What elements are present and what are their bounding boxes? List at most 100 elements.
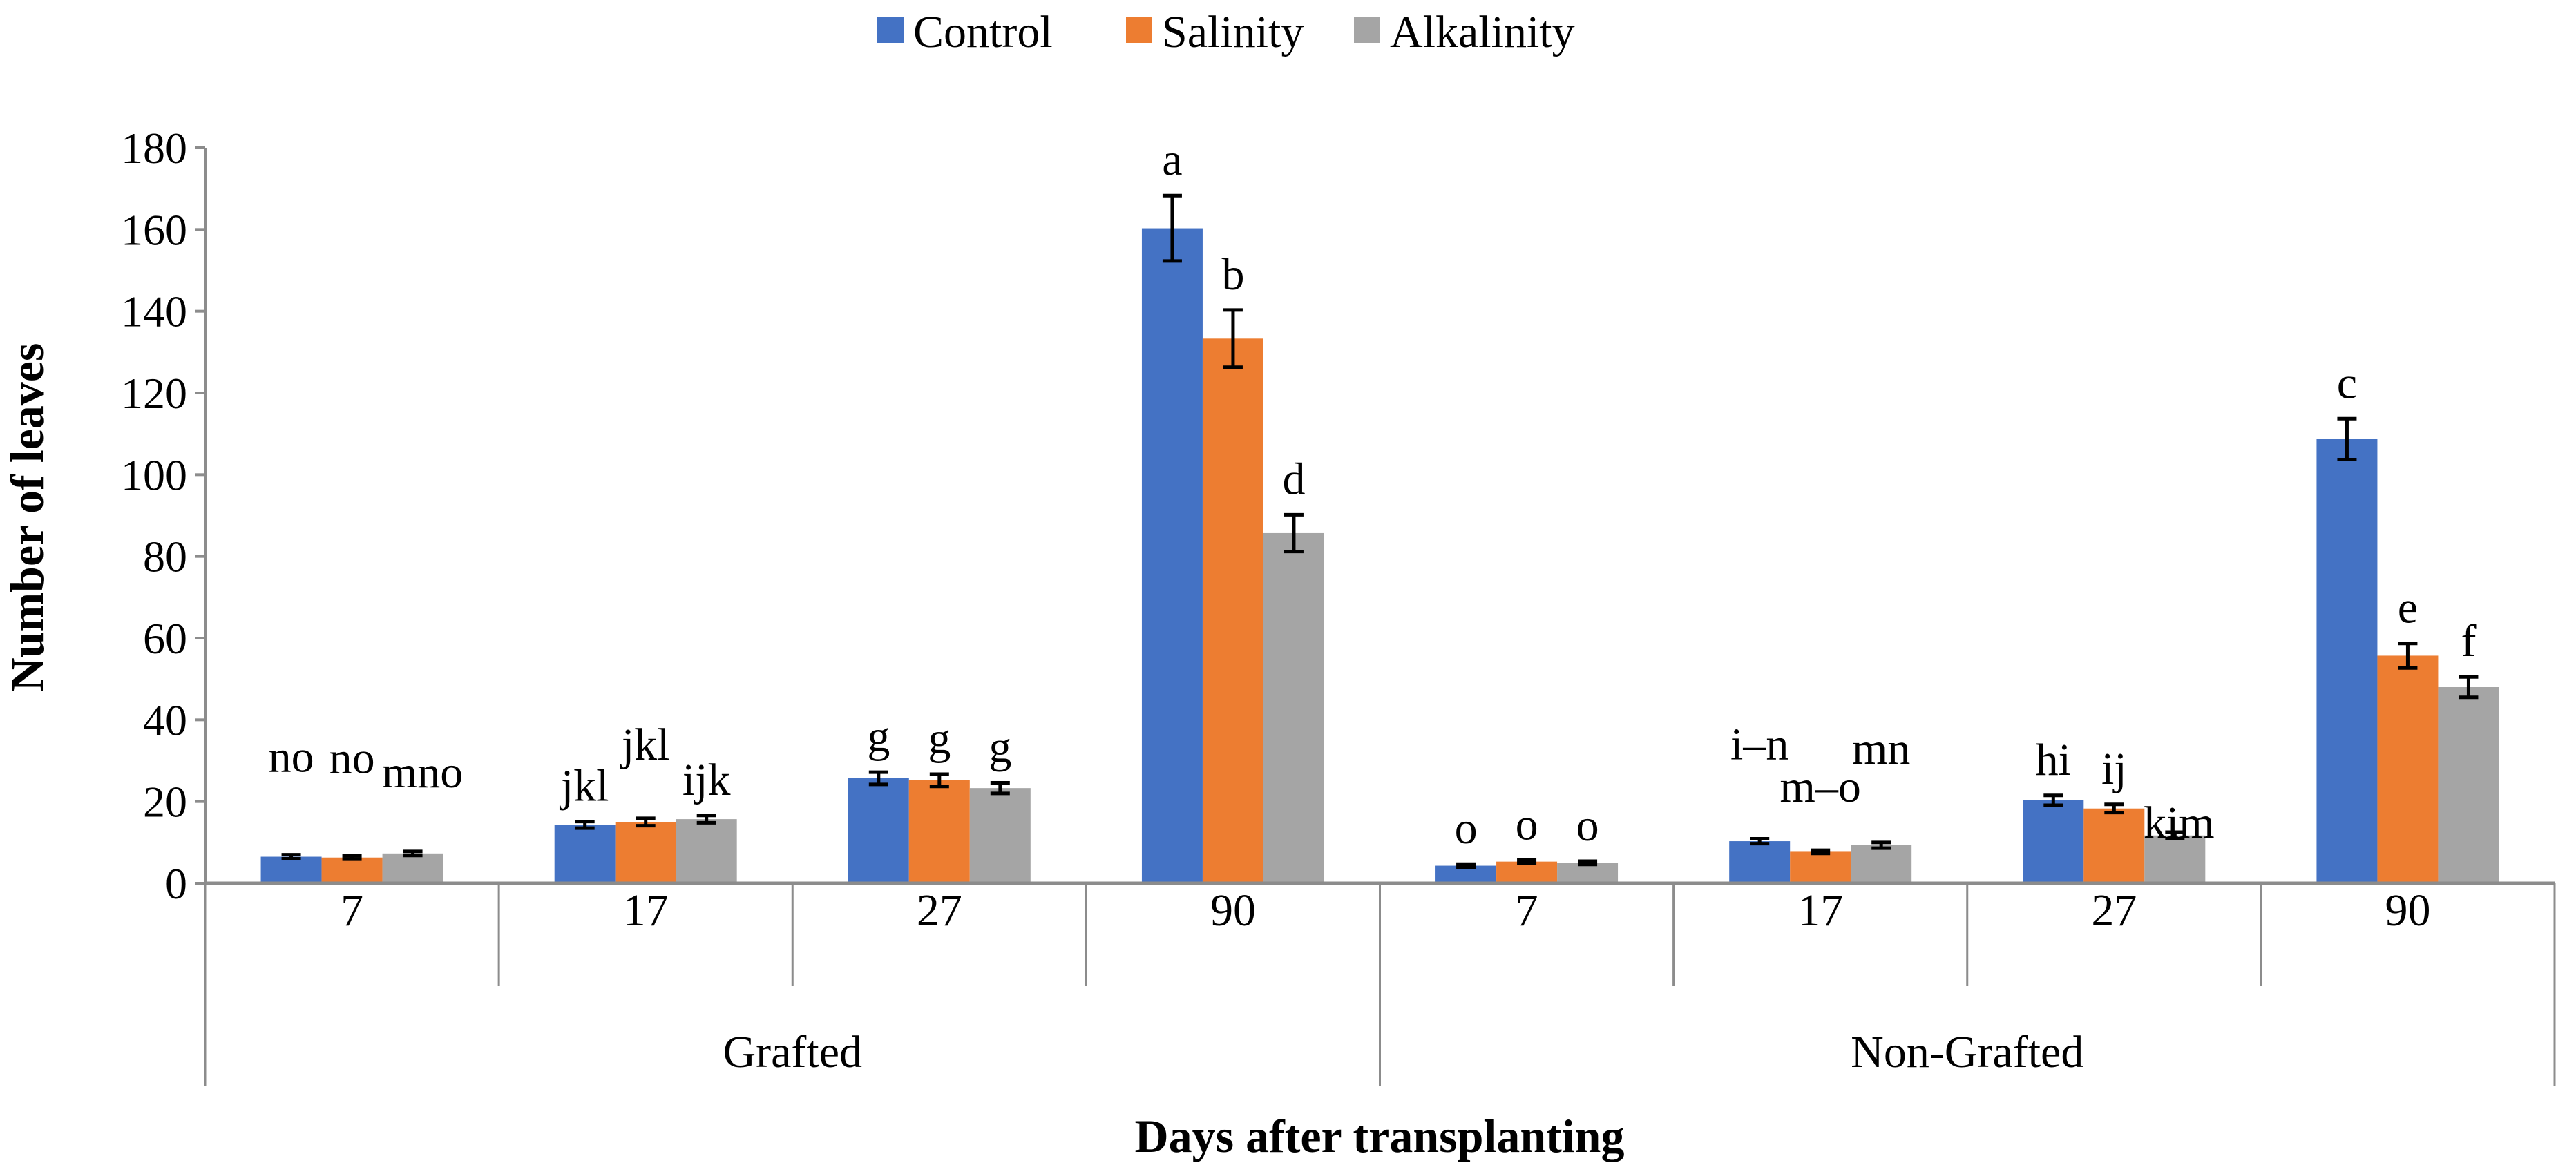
x-axis-title: Days after transplanting (1135, 1110, 1625, 1162)
x-tick-label: 7 (341, 885, 363, 936)
bar-alkalinity (1263, 532, 1324, 883)
group-label: Grafted (723, 1027, 862, 1077)
error-bar (1871, 840, 1891, 850)
significance-letter: i–n (1730, 720, 1788, 770)
significance-letter: o (1576, 800, 1599, 851)
bar-alkalinity (2438, 687, 2499, 883)
x-tick-label: 17 (1797, 885, 1843, 936)
y-axis: 0 20 40 60 80 100 120 140 160 180 (121, 124, 207, 908)
significance-letter: o (1455, 803, 1478, 854)
x-tick-label: 27 (917, 885, 962, 936)
error-bar (342, 854, 362, 861)
error-bar (1750, 837, 1770, 846)
y-tick-label: 140 (121, 287, 187, 336)
y-tick-label: 100 (121, 450, 187, 499)
error-bar (2459, 675, 2479, 700)
error-bar (2337, 416, 2357, 461)
y-tick-label: 0 (165, 859, 187, 908)
y-tick-label: 80 (143, 532, 187, 581)
legend-label: Salinity (1162, 7, 1304, 57)
bar-alkalinity (676, 819, 737, 883)
bar-salinity (2083, 808, 2145, 883)
legend-swatch-control (877, 17, 904, 43)
bar-control (554, 825, 616, 883)
significance-letter: g (867, 711, 890, 762)
x-axis: 7 17 27 90 7 17 27 90 Grafted Non-Grafted (204, 881, 2556, 1086)
significance-letter: o (1516, 799, 1538, 849)
bar-salinity (1496, 861, 1558, 883)
y-tick-label: 160 (121, 205, 187, 254)
x-tick-label: 27 (2091, 885, 2137, 936)
legend: Control Salinity Alkalinity (877, 7, 1575, 57)
bar-salinity (2377, 655, 2439, 883)
legend-label: Control (913, 7, 1053, 57)
bar-control (2023, 800, 2084, 883)
significance-letter: ijk (683, 755, 731, 805)
group-label: Non-Grafted (1851, 1027, 2083, 1077)
error-bar (1811, 848, 1831, 856)
x-tick-label: 17 (623, 885, 669, 936)
x-tick-label: 7 (1516, 885, 1538, 936)
significance-letter: jkl (560, 761, 609, 811)
error-bar (281, 853, 301, 860)
bar-control (2316, 439, 2378, 883)
legend-swatch-alkalinity (1354, 17, 1380, 43)
error-bar (403, 849, 423, 858)
error-bar (1223, 308, 1243, 369)
bar-control (848, 778, 909, 883)
bar-control (260, 856, 322, 883)
significance-letter: hi (2036, 735, 2071, 785)
y-tick-label: 40 (143, 695, 187, 744)
significance-letter: ij (2101, 744, 2127, 794)
bar-alkalinity (382, 853, 443, 883)
error-bar (2104, 802, 2124, 815)
significance-letter: b (1221, 249, 1244, 300)
significance-letter: a (1162, 135, 1182, 185)
y-axis-title: Number of leaves (1, 343, 53, 692)
error-bar (575, 820, 595, 830)
significance-letter: c (2337, 358, 2357, 408)
bar-alkalinity (1557, 863, 1619, 883)
y-tick-label: 60 (143, 614, 187, 663)
bar-alkalinity (1851, 845, 1912, 883)
error-bar (990, 780, 1010, 796)
error-bar (696, 814, 716, 825)
error-bar (1162, 193, 1182, 263)
legend-label: Alkalinity (1390, 7, 1575, 57)
significance-letter: m–o (1780, 762, 1861, 812)
error-bar (868, 770, 888, 787)
significance-letter: kim (2144, 798, 2215, 848)
bar-control (1141, 228, 1203, 883)
error-bar (1456, 862, 1476, 869)
significance-letter: mno (382, 747, 463, 798)
y-tick-label: 180 (121, 124, 187, 173)
bar-salinity (1202, 338, 1263, 883)
bar-alkalinity (969, 788, 1031, 883)
significance-letter: g (928, 713, 951, 764)
bar-salinity (321, 857, 383, 883)
significance-letter: e (2398, 583, 2418, 633)
legend-swatch-salinity (1126, 17, 1152, 43)
significance-letter: no (330, 733, 375, 783)
error-bar (2043, 793, 2063, 807)
significance-letter: jkl (620, 720, 670, 770)
significance-letter: f (2461, 616, 2476, 666)
error-bar (1284, 512, 1304, 554)
significance-letter: g (989, 722, 1011, 772)
error-bar (1517, 858, 1537, 865)
error-bar (929, 772, 949, 789)
y-tick-label: 20 (143, 778, 187, 827)
significance-letter: no (269, 732, 314, 782)
error-bar (2398, 642, 2418, 670)
y-tick-label: 120 (121, 369, 187, 418)
x-tick-label: 90 (1210, 885, 1256, 936)
bar-alkalinity (2144, 835, 2206, 883)
significance-letter: mn (1852, 724, 1910, 774)
bar-control (1729, 841, 1791, 883)
error-bar (636, 816, 656, 828)
bar-salinity (908, 780, 970, 883)
x-tick-label: 90 (2385, 885, 2430, 936)
bar-salinity (1790, 851, 1851, 883)
bars: no jkl g a o i–n hi c no jkl g b o m–o ij e mno ijk g d o mn k… (260, 135, 2499, 883)
